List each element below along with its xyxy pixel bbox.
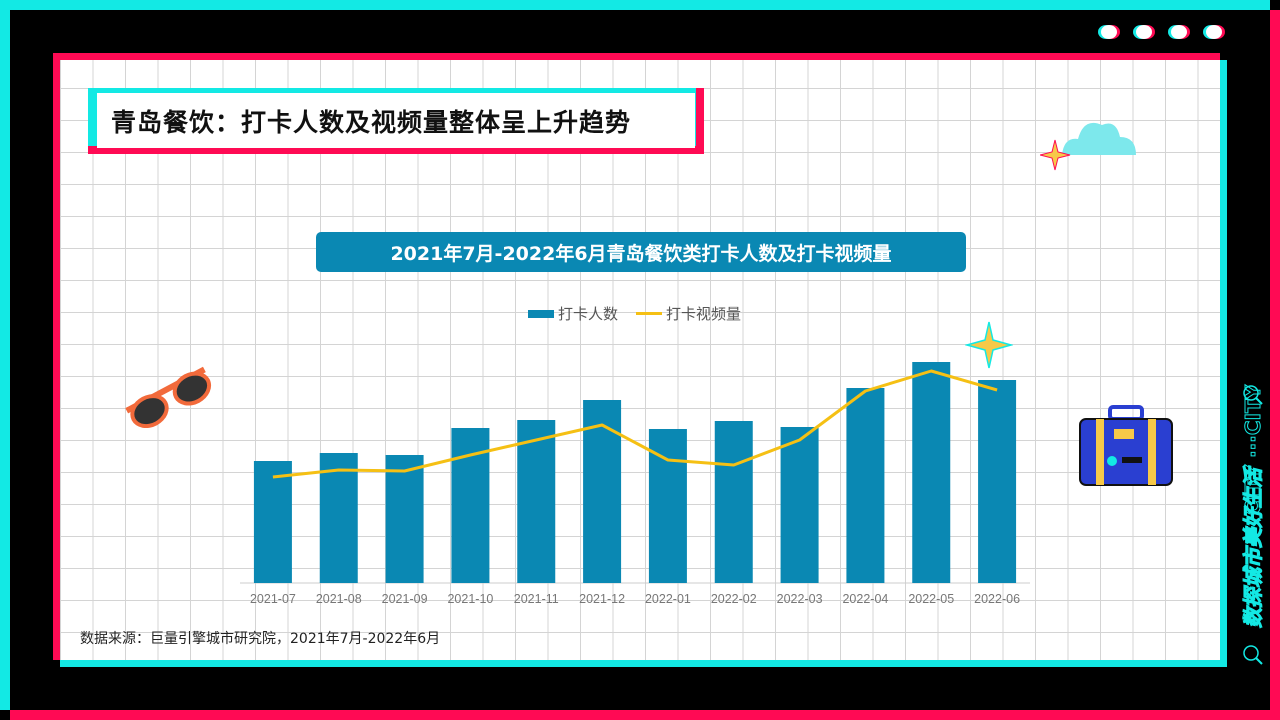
- x-tick-label: 2022-05: [908, 592, 954, 606]
- dot: [1136, 25, 1152, 39]
- dot: [1206, 25, 1222, 39]
- bar: [978, 380, 1017, 583]
- bar: [517, 420, 556, 583]
- side-decoration: CITY ···CITY 数探城市美好生活: [1241, 384, 1266, 665]
- x-tick-label: 2022-01: [645, 592, 691, 606]
- dot: [1171, 25, 1187, 39]
- legend-swatch-line: [636, 312, 663, 315]
- sunglasses-icon: [125, 366, 212, 429]
- x-tick-label: 2021-09: [382, 592, 428, 606]
- x-tick-label: 2021-07: [250, 592, 296, 606]
- bar: [385, 455, 424, 583]
- dot: [1101, 25, 1117, 39]
- magnifier-icon: [1243, 645, 1263, 665]
- slide-title: 青岛餐饮：打卡人数及视频量整体呈上升趋势: [97, 93, 695, 148]
- frame-left: [0, 0, 10, 710]
- suitcase-icon: [1079, 405, 1173, 486]
- x-tick-label: 2021-11: [514, 592, 559, 606]
- magnifier-icon: [1243, 385, 1263, 405]
- x-tick-label: 2021-12: [579, 592, 625, 606]
- cloud-icon: [1040, 122, 1136, 171]
- frame-top: [0, 0, 1270, 10]
- bar: [714, 421, 753, 583]
- line-series: [272, 369, 998, 479]
- legend-line: 打卡视频量: [636, 303, 741, 324]
- legend-label: 打卡视频量: [666, 305, 742, 323]
- bar: [912, 362, 951, 583]
- bar: [253, 461, 292, 583]
- bar: [846, 388, 885, 583]
- side-text: 数探城市美好生活: [1241, 465, 1265, 628]
- x-tick-label: 2021-08: [316, 592, 362, 606]
- side-text-en: CITY ···CITY: [1241, 384, 1265, 515]
- legend: 打卡人数 打卡视频量: [528, 303, 741, 324]
- legend-bar: 打卡人数: [528, 303, 618, 324]
- sparkle-icon: [965, 321, 1013, 369]
- legend-label: 打卡人数: [558, 305, 619, 323]
- x-tick-label: 2022-04: [842, 592, 888, 606]
- bar: [780, 427, 819, 583]
- source-note: 数据来源：巨量引擎城市研究院，2021年7月-2022年6月: [80, 631, 441, 647]
- chart-title: 2021年7月-2022年6月青岛餐饮类打卡人数及打卡视频量: [316, 232, 966, 272]
- frame-right: [1270, 10, 1280, 720]
- x-tick-label: 2022-02: [711, 592, 757, 606]
- bar: [319, 453, 358, 583]
- x-tick-label: 2022-06: [974, 592, 1020, 606]
- x-tick-label: 2021-10: [447, 592, 493, 606]
- frame-bottom: [10, 710, 1280, 720]
- slide-panel: [60, 60, 1220, 660]
- legend-swatch-bar: [528, 309, 554, 318]
- x-tick-label: 2022-03: [777, 592, 823, 606]
